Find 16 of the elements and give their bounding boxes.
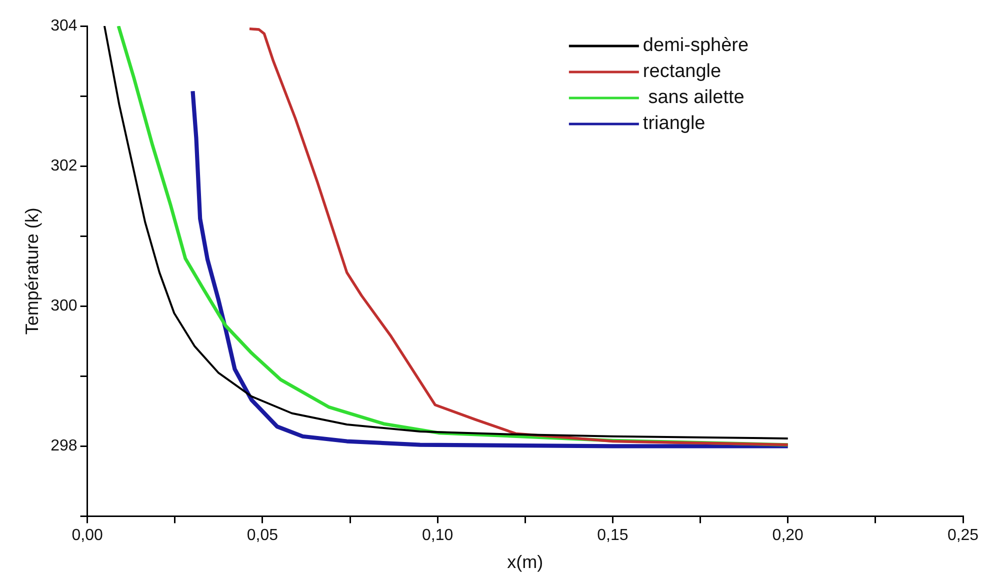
legend-label: sans ailette — [642, 87, 744, 108]
x-tick-label: 0,10 — [422, 527, 454, 544]
y-tick-label: 302 — [50, 157, 78, 174]
x-tick-label: 0,15 — [597, 527, 628, 544]
x-tick-label: 0,00 — [72, 527, 103, 544]
x-tick-label: 0,25 — [947, 527, 979, 544]
x-tick-label: 0,05 — [246, 527, 278, 544]
x-tick-label: 0,20 — [772, 527, 804, 544]
legend-label: demi-sphère — [642, 35, 749, 56]
legend-label: rectangle — [642, 61, 722, 82]
x-axis-title: x(m) — [507, 552, 544, 572]
y-tick-label: 298 — [50, 438, 78, 455]
legend-label: triangle — [642, 113, 706, 134]
y-tick-label: 304 — [50, 17, 78, 34]
y-axis-title: Température (k) — [22, 208, 42, 335]
y-tick-label: 300 — [50, 298, 78, 315]
